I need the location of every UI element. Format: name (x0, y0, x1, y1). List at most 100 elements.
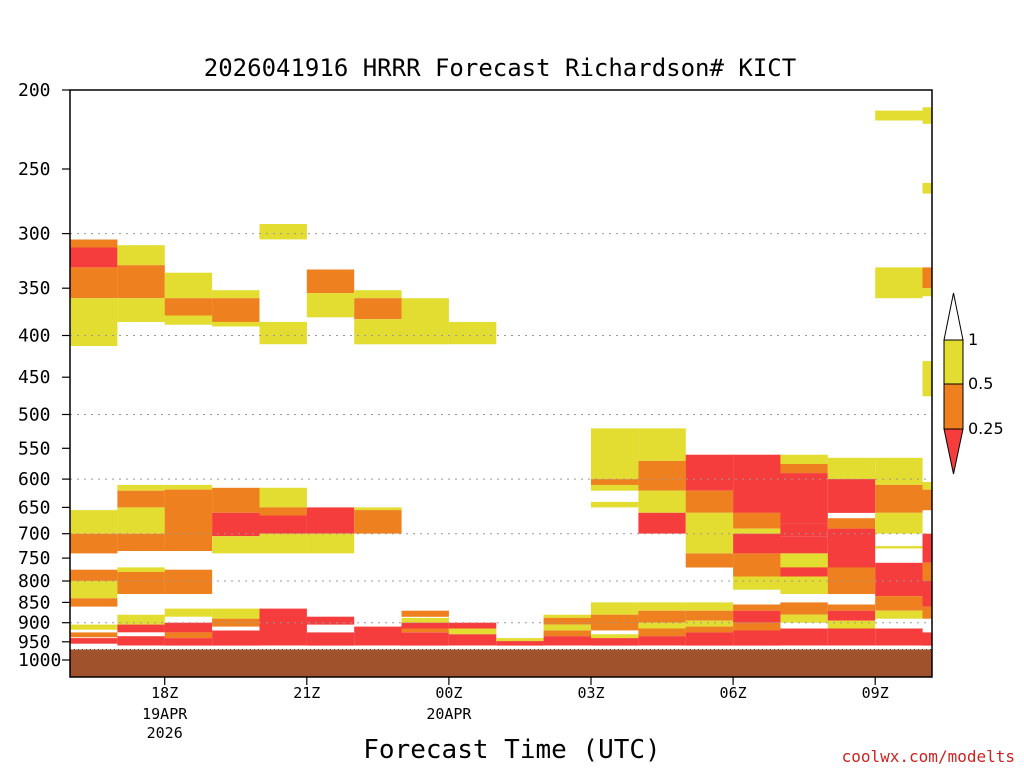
data-cell (306, 616, 355, 625)
data-cell (70, 632, 118, 638)
data-cell (70, 267, 118, 299)
data-cell (354, 507, 402, 511)
data-cell (70, 239, 118, 248)
data-cell (638, 428, 686, 461)
data-cell (164, 489, 213, 551)
colorbar-level-label: 0.25 (968, 419, 1004, 438)
data-cell (354, 298, 402, 320)
data-cell (875, 628, 923, 646)
colorbar-top-arrow (943, 292, 964, 341)
data-cell (591, 484, 639, 491)
data-cell (685, 620, 734, 627)
data-cell (638, 602, 686, 611)
data-cell (827, 528, 876, 568)
data-cell (70, 510, 118, 534)
data-cell (591, 634, 639, 639)
data-cell (354, 319, 402, 345)
data-cell (401, 632, 449, 646)
data-cell (70, 569, 118, 581)
data-cell (591, 602, 639, 615)
y-tick-label: 650 (18, 497, 51, 518)
y-tick-label: 500 (18, 405, 51, 426)
data-cell (117, 533, 165, 551)
data-cell (70, 533, 118, 554)
y-tick-label: 950 (18, 632, 51, 653)
data-cell (638, 610, 686, 623)
data-cell (685, 632, 734, 646)
data-cell (70, 581, 118, 599)
data-cell (780, 628, 828, 646)
data-cell (733, 622, 781, 631)
data-cell (591, 479, 639, 485)
y-tick-label: 350 (18, 278, 51, 299)
data-cell (164, 622, 213, 633)
data-cell (780, 454, 828, 465)
data-cell (117, 265, 165, 299)
data-cell (638, 512, 686, 534)
data-cell (117, 245, 165, 266)
data-cell (543, 614, 591, 618)
data-cell (401, 298, 449, 345)
data-cell (591, 501, 639, 508)
x-tick-label: 00Z (435, 684, 462, 702)
data-cell (875, 457, 923, 485)
data-cell (922, 606, 932, 619)
data-cell (212, 608, 260, 619)
data-cell (164, 272, 213, 299)
data-cell (922, 533, 932, 563)
data-cell (780, 614, 828, 623)
data-cell (401, 628, 449, 633)
y-tick-label: 850 (18, 592, 51, 613)
data-cell (827, 604, 876, 611)
credit-text: coolwx.com/modelts (842, 747, 1015, 766)
data-cell (875, 596, 923, 611)
data-cell (117, 636, 165, 646)
y-axis: 200 250 300 350 400 450 500 550 600 650 700 7508008… (18, 80, 70, 671)
data-cell (780, 464, 828, 474)
data-cell (212, 618, 260, 627)
data-cell (875, 512, 923, 534)
x-tick-date: 19APR (142, 705, 188, 723)
data-cell (685, 454, 734, 491)
data-cell (212, 512, 260, 537)
data-cell (306, 269, 355, 294)
data-cell (448, 622, 497, 629)
data-cell (685, 610, 734, 621)
data-cell (117, 624, 165, 633)
data-cell (164, 632, 213, 639)
data-cell (733, 630, 781, 646)
data-cell (733, 528, 781, 534)
colorbar-level-label: 1 (968, 330, 978, 349)
data-cell (827, 567, 876, 594)
data-cell (922, 361, 932, 397)
data-cell (496, 638, 544, 642)
data-cell (780, 523, 828, 537)
chart-title: 2026041916 HRRR Forecast Richardson# KIC… (204, 54, 796, 82)
y-tick-label: 700 (18, 524, 51, 545)
data-cell (827, 457, 876, 480)
plot-frame (69, 89, 933, 678)
data-cell (875, 484, 923, 513)
data-cell (354, 510, 402, 534)
data-cell (70, 638, 118, 644)
data-cell (306, 293, 355, 318)
data-cell (401, 610, 449, 617)
y-tick-label: 250 (18, 159, 51, 180)
x-tick-label: 18Z (151, 684, 178, 702)
data-cell (164, 638, 213, 646)
data-cell (591, 614, 639, 631)
data-cell (117, 484, 165, 491)
data-cell (922, 632, 932, 646)
data-cell (164, 484, 213, 490)
data-cell (354, 626, 402, 646)
y-tick-label: 900 (18, 613, 51, 634)
data-cell (70, 298, 118, 346)
data-cell (543, 630, 591, 637)
data-cell (259, 515, 307, 534)
data-cell (212, 298, 260, 322)
colorbar-bottom-arrow (943, 428, 964, 475)
data-cell (733, 454, 781, 513)
y-tick-label: 750 (18, 548, 51, 569)
data-cell (638, 636, 686, 646)
